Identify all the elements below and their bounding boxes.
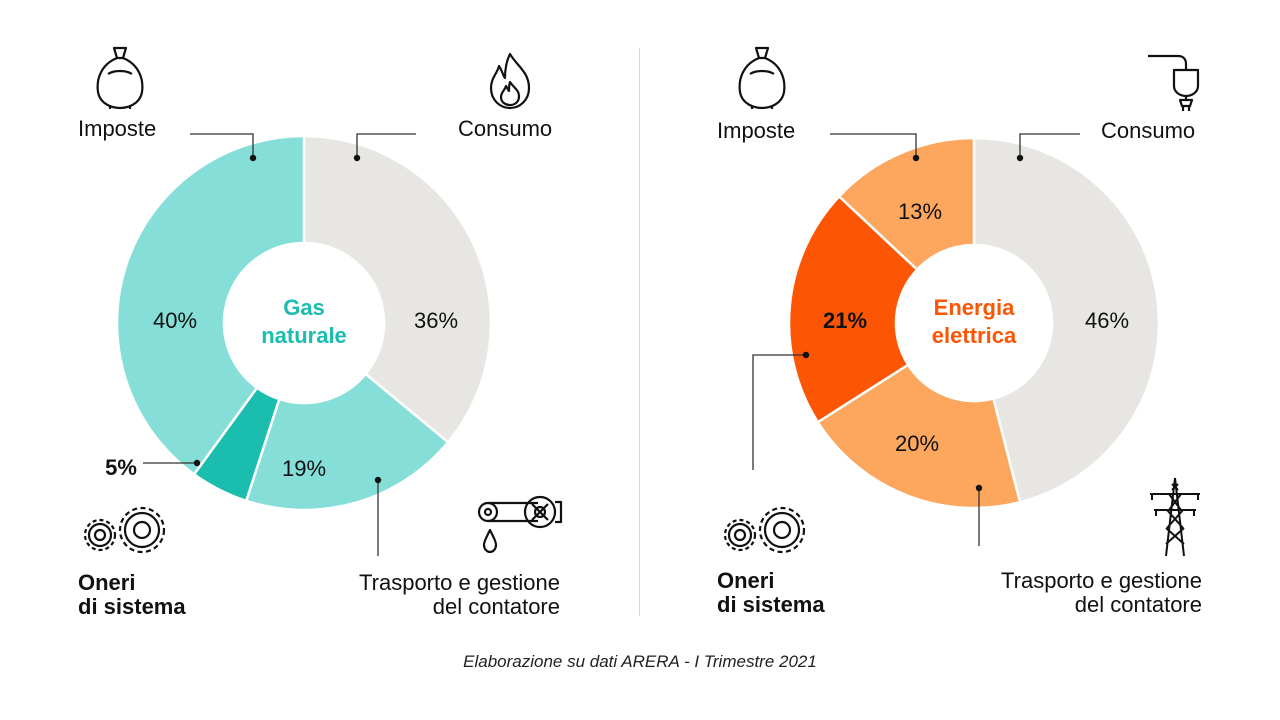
gas-value-label: 5% [105,455,137,480]
ele-leader-line [1019,133,1080,158]
ele-leader-dot [912,154,920,162]
ele-slice-consumo [972,136,1161,504]
chart-divider [639,48,640,616]
gears-icon [718,502,816,562]
gas-leader-dot [249,154,257,162]
ele-slice-trasporto [816,363,1022,510]
gas-oneri-label-line2: di sistema [78,594,186,619]
gas-oneri-label-line1: Oneri [78,570,136,595]
ele-oneri-label-line1: Oneri [717,568,775,593]
gas-slice-imposte [115,134,306,477]
gas-leader-line [190,133,254,158]
ele-trasporto-label-line1: Trasporto e gestione [1001,568,1202,593]
gas-value-label: 19% [282,456,326,481]
gas-center-title: naturale [261,323,347,348]
ele-value-label: 46% [1085,308,1129,333]
gas-value-label: 40% [153,308,197,333]
gas-slice-trasporto [244,372,450,512]
ele-leader-dot [802,351,810,359]
ele-trasporto-label-line2: del contatore [1074,592,1202,617]
gas-slice-consumo [302,134,493,444]
ele-value-label: 21% [823,308,867,333]
gas-center-title: Gas [283,295,325,320]
ele-leader-dot [1016,154,1024,162]
ele-value-label: 13% [898,199,942,224]
ele-leader-line [752,354,806,470]
ele-slice-oneri [787,194,919,424]
ele-leader-dot [975,484,983,492]
source-note: Elaborazione su dati ARERA - I Trimestre… [463,652,817,671]
flame-icon [487,52,533,110]
gas-consumo-label: Consumo [458,116,553,141]
gas-trasporto-label-line2: del contatore [432,594,560,619]
ele-center-title: Energia [934,295,1015,320]
gas-imposte-label: Imposte [78,116,157,141]
gas-leader-dot [193,459,201,467]
gas-leader-dot [374,476,382,484]
gas-value-label: 36% [414,308,458,333]
ele-consumo-label: Consumo [1101,118,1196,143]
ele-imposte-label: Imposte [717,118,796,143]
gas-leader-line [356,133,416,158]
ele-leader-line [830,133,917,158]
pipeline-valve-icon [474,492,564,554]
gears-icon [78,502,176,562]
gas-trasporto-label-line1: Trasporto e gestione [359,570,560,595]
ele-value-label: 20% [895,431,939,456]
gas-leader-dot [353,154,361,162]
money-bag-icon [734,44,790,112]
plug-icon [1146,50,1204,112]
ele-slice-imposte [837,136,976,272]
money-bag-icon [92,44,148,112]
ele-center-title: elettrica [932,323,1017,348]
power-pylon-icon [1146,476,1204,558]
ele-oneri-label-line2: di sistema [717,592,825,617]
